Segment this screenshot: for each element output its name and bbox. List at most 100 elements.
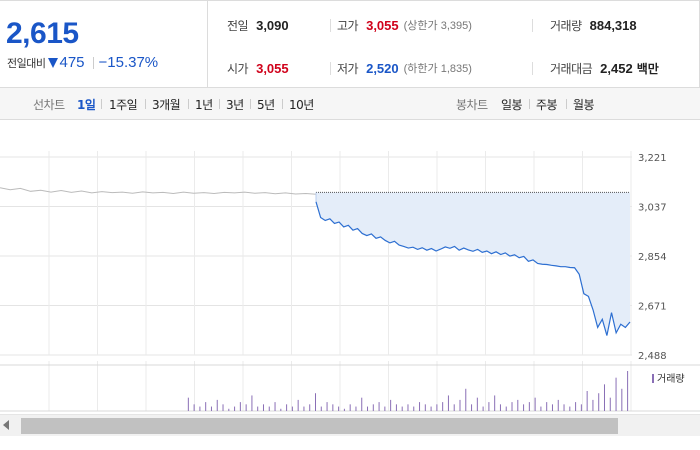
volume-bar <box>303 406 305 411</box>
volume-bar <box>499 404 501 411</box>
volume-bar <box>320 406 322 411</box>
volume-bar <box>193 404 195 411</box>
chart-scrollbar[interactable] <box>0 414 700 436</box>
volume-bar <box>430 406 432 411</box>
price-line <box>315 201 631 336</box>
volume-bar <box>603 384 605 411</box>
volume-bar <box>268 406 270 411</box>
stat-value: 3,055 <box>366 17 399 33</box>
volume-bar <box>563 404 565 411</box>
period-3m[interactable]: 3개월 <box>152 98 181 112</box>
triangle-left-icon[interactable] <box>3 420 9 430</box>
volume-bar <box>476 397 478 411</box>
volume-bar <box>511 402 513 411</box>
volume-bar <box>459 399 461 411</box>
volume-legend-swatch <box>652 374 654 383</box>
stat-label: 시가 <box>227 61 249 76</box>
stat-value: 884,318 <box>589 17 637 33</box>
volume-bar <box>338 406 340 411</box>
area-fill <box>316 192 630 336</box>
stat-value: 2,452 <box>600 60 633 76</box>
volume-bar <box>349 404 351 411</box>
volume-bar <box>274 402 276 411</box>
y-tick-label: 3,221 <box>638 153 667 164</box>
volume-bar <box>551 404 553 411</box>
volume-bar <box>309 404 311 411</box>
volume-bar <box>580 404 582 411</box>
volume-bar <box>257 406 259 411</box>
divider <box>282 99 283 109</box>
stat-unit: 백만 <box>636 61 659 76</box>
divider <box>529 99 530 109</box>
change-label: 전일대비 <box>7 56 46 70</box>
volume-bar <box>245 404 247 411</box>
chart-svg[interactable]: 3,221 3,037 2,854 2,671 2,488 거래량 <box>0 121 700 416</box>
stat-prev-close: 전일 3,090 <box>227 15 289 35</box>
stat-value: 3,055 <box>256 60 289 76</box>
divider <box>92 56 94 69</box>
volume-bar <box>621 388 623 411</box>
volume-bar <box>546 402 548 411</box>
period-1w[interactable]: 1주일 <box>109 98 138 112</box>
change-rate: −15.37% <box>98 54 159 71</box>
volume-bar <box>332 404 334 411</box>
divider <box>219 99 220 109</box>
volume-bar <box>378 402 380 411</box>
line-series <box>0 187 631 336</box>
stat-open: 시가 3,055 <box>227 58 289 78</box>
volume-bar <box>315 393 316 411</box>
volume-bar <box>413 406 415 411</box>
y-tick-label: 2,671 <box>638 302 667 313</box>
stat-amount: 거래대금 2,452 백만 <box>550 58 659 78</box>
candle-monthly[interactable]: 월봉 <box>573 98 595 112</box>
volume-bars <box>187 371 629 411</box>
stat-label: 거래량 <box>550 18 582 33</box>
stat-label: 저가 <box>337 61 359 76</box>
down-arrow-icon <box>48 57 59 68</box>
price-change: 전일대비 475 −15.37% <box>7 54 158 71</box>
divider <box>566 99 567 109</box>
candle-daily[interactable]: 일봉 <box>501 98 523 112</box>
divider <box>330 62 331 75</box>
volume-legend: 거래량 <box>652 373 685 385</box>
scrollbar-thumb[interactable] <box>21 418 618 434</box>
volume-bar <box>505 406 507 411</box>
volume-bar <box>234 406 236 411</box>
pre-market-line <box>0 187 317 195</box>
area-fill-shape <box>316 192 630 336</box>
volume-bar <box>517 399 519 411</box>
divider <box>101 99 102 109</box>
stat-low: 저가 2,520 (하한가 1,835) <box>337 58 472 78</box>
volume-bar <box>534 397 536 411</box>
volume-bar <box>343 408 345 411</box>
stat-label: 거래대금 <box>550 61 593 76</box>
period-10y[interactable]: 10년 <box>289 98 314 112</box>
volume-bar <box>251 395 253 411</box>
price-chart[interactable]: 3,221 3,037 2,854 2,671 2,488 거래량 <box>0 121 700 416</box>
volume-bar <box>598 393 600 411</box>
volume-bar <box>280 408 282 411</box>
candle-chart-label: 봉차트 <box>456 98 488 112</box>
volume-bar <box>187 397 189 411</box>
period-5y[interactable]: 5년 <box>257 98 275 112</box>
volume-bar <box>395 404 397 411</box>
volume-bar <box>372 404 374 411</box>
period-1y[interactable]: 1년 <box>195 98 213 112</box>
volume-bar <box>361 397 363 411</box>
stat-volume: 거래량 884,318 <box>550 15 637 35</box>
volume-bar <box>326 402 328 411</box>
period-3y[interactable]: 3년 <box>226 98 244 112</box>
candle-weekly[interactable]: 주봉 <box>536 98 558 112</box>
period-1d[interactable]: 1일 <box>77 98 96 112</box>
volume-bar <box>239 402 241 411</box>
volume-bar <box>205 402 207 411</box>
volume-bar <box>465 388 467 411</box>
stock-summary: 2,615 전일대비 475 −15.37% 전일 3,090 고가 3,055… <box>0 0 700 88</box>
volume-bar <box>297 399 299 411</box>
volume-bar <box>401 406 403 411</box>
volume-bar <box>523 404 525 411</box>
divider <box>532 19 533 32</box>
y-tick-label: 2,488 <box>638 351 667 362</box>
line-chart-label: 선차트 <box>33 98 65 112</box>
volume-bar <box>291 406 293 411</box>
